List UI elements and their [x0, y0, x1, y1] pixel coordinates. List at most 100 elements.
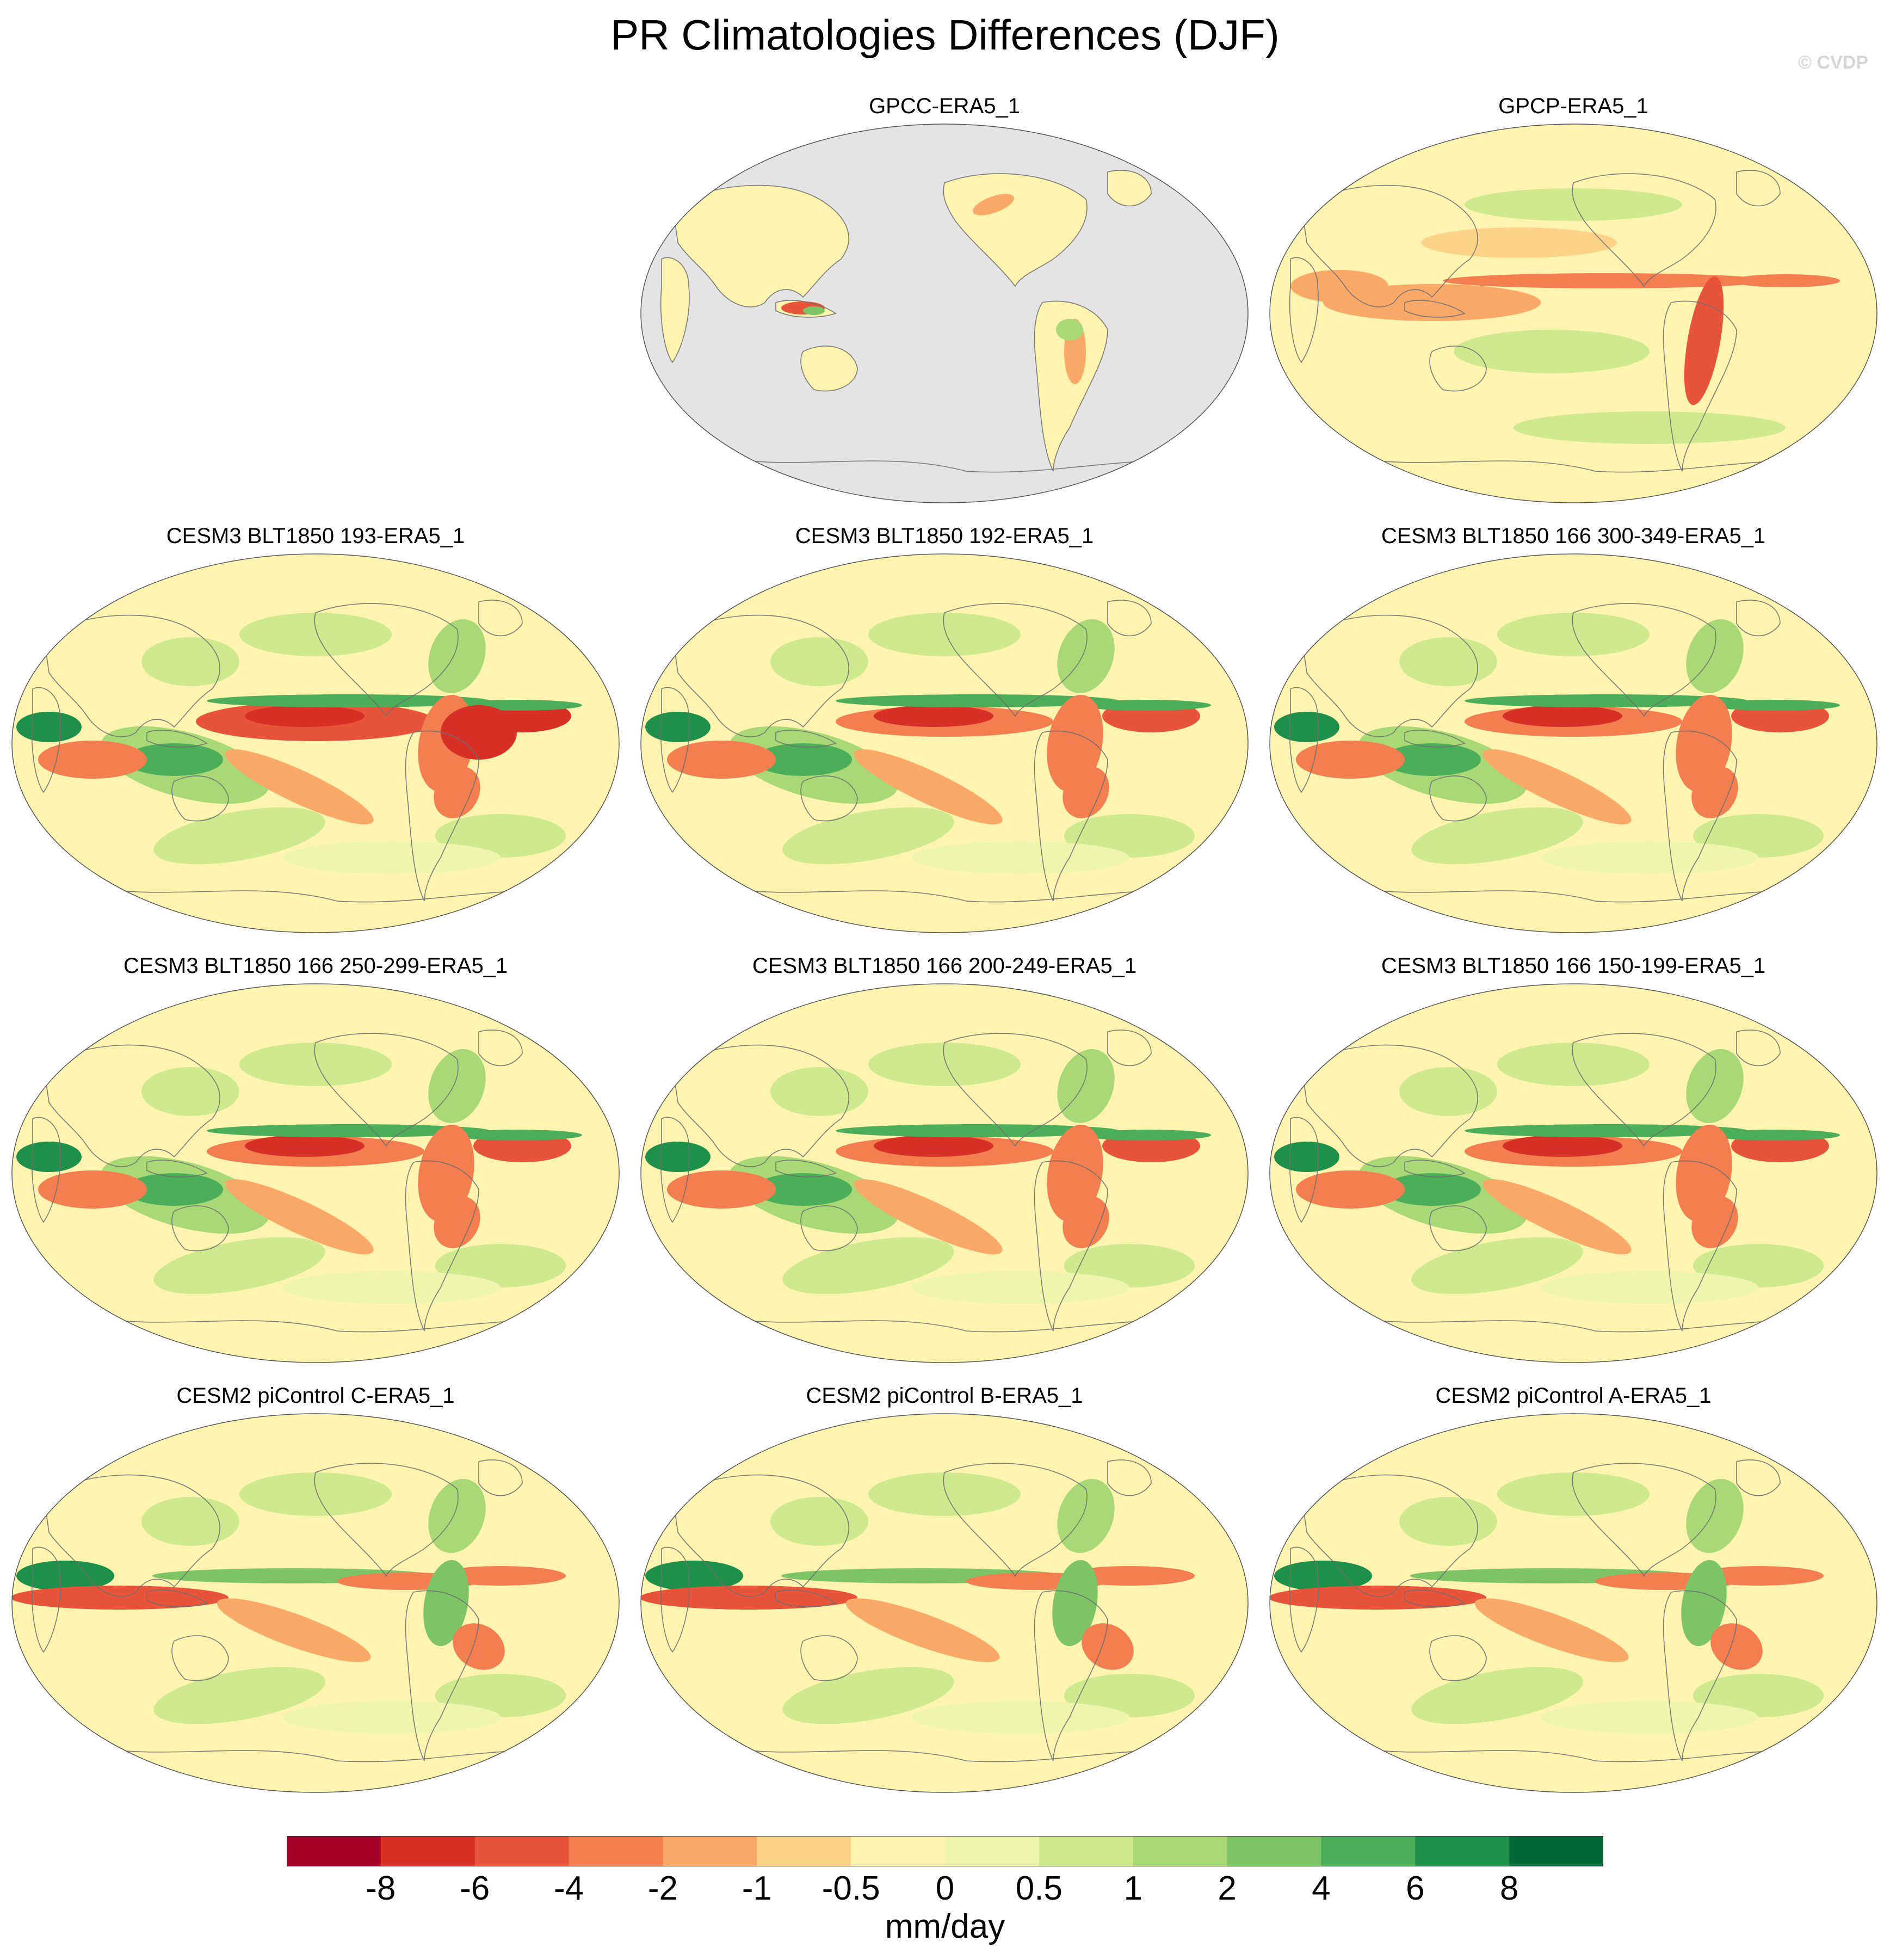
coastline-2	[800, 346, 858, 392]
s-pacific-wet	[153, 1667, 325, 1724]
atlantic-itcz-wet	[1080, 700, 1211, 711]
coastline-5	[1034, 300, 1108, 472]
coastline-7	[721, 457, 1184, 473]
s-pacific-wet	[782, 1237, 954, 1295]
equatorial-dry-core	[874, 1135, 993, 1157]
itcz-wet-band	[1465, 694, 1747, 707]
coastline-4	[1572, 1033, 1716, 1147]
coastline-4	[943, 173, 1088, 287]
colorbar-swatch	[474, 1836, 570, 1866]
coastline-3	[1404, 300, 1466, 318]
south-atlantic-dry	[1082, 1623, 1134, 1670]
atlantic-dry	[1693, 1566, 1824, 1586]
colorbar-tick-label: -2	[647, 1870, 678, 1907]
colorbar-tick-label: -8	[366, 1870, 396, 1907]
colorbar-tick-label: 1	[1123, 1870, 1142, 1907]
n-atlantic-wet	[1057, 619, 1115, 693]
equatorial-dry-core	[1503, 1135, 1622, 1157]
equatorial-dry-core	[245, 705, 365, 727]
coastline-0	[1301, 614, 1478, 737]
map-projection	[1269, 124, 1877, 503]
coastline-2	[800, 775, 858, 822]
n-pacific-wet	[1497, 1472, 1650, 1516]
colorbar-swatch	[1509, 1836, 1603, 1866]
map-projection	[640, 983, 1249, 1363]
atlantic-itcz-wet	[452, 1130, 582, 1141]
colorbar-frame	[287, 1836, 1603, 1866]
nh-pacific-wet	[141, 637, 239, 686]
nh-pacific-wet	[141, 1067, 239, 1116]
coastline-3	[775, 1589, 837, 1607]
coastline-5	[1034, 1160, 1108, 1332]
colorbar-tick-label: 4	[1312, 1870, 1331, 1907]
maritime-wet	[803, 306, 825, 315]
coastline-0	[1301, 1044, 1478, 1167]
colorbar-swatch	[1227, 1836, 1321, 1866]
south-america-wet	[1052, 1560, 1098, 1647]
coastline-7	[92, 1747, 555, 1762]
coastline-3	[775, 730, 837, 748]
south-atlantic-dry	[1691, 766, 1738, 818]
coastline-6	[478, 1459, 523, 1496]
coastline-4	[1572, 603, 1716, 717]
land-mass-6	[1108, 170, 1151, 206]
coastline-4	[314, 1033, 459, 1147]
itcz-wet-band	[836, 694, 1119, 707]
map-panel: CESM3 BLT1850 166 150-199-ERA5_1	[1263, 952, 1883, 1377]
coastline-1	[31, 687, 61, 793]
s-pacific-wet	[1454, 330, 1650, 373]
coastline-7	[1350, 1747, 1813, 1762]
indian-ocean-wet	[645, 1561, 743, 1591]
colorbar	[287, 1836, 1603, 1866]
n-pacific-wet	[868, 1043, 1021, 1086]
coastline-3	[146, 1160, 208, 1178]
n-atlantic-wet	[1686, 1049, 1744, 1123]
nh-pacific-wet	[770, 637, 868, 686]
indian-ocean-wet	[1274, 1561, 1372, 1591]
coastline-2	[171, 1635, 229, 1681]
itcz-wet-band	[207, 1124, 490, 1137]
coastline-1	[660, 1117, 690, 1223]
coastline-2	[800, 1205, 858, 1252]
southern-ocean-wet	[1541, 1271, 1758, 1304]
s-pacific-wet	[153, 807, 325, 865]
colorbar-units: mm/day	[885, 1908, 1005, 1945]
coastline-4	[943, 1033, 1088, 1147]
colorbar-tick-label: 0.5	[1015, 1870, 1063, 1907]
coastline-6	[1107, 170, 1152, 207]
maritime-wet	[125, 743, 223, 776]
itcz-wet-band	[207, 694, 490, 707]
map-panel: CESM3 BLT1850 166 200-249-ERA5_1	[634, 952, 1255, 1377]
colorbar-tick-label: 2	[1218, 1870, 1237, 1907]
colorbar-swatch	[1133, 1836, 1228, 1866]
colorbar-swatch	[287, 1836, 381, 1866]
nh-pacific-wet	[1399, 1067, 1497, 1116]
coastline-5	[1663, 1590, 1737, 1761]
indian-ocean-dry	[38, 741, 147, 779]
coastline-0	[672, 614, 849, 737]
map-border	[1269, 1413, 1877, 1793]
map-panel: GPCP-ERA5_1	[1263, 93, 1883, 517]
coastline-1	[1289, 1546, 1319, 1653]
map-projection	[640, 124, 1249, 503]
coastline-2	[1429, 346, 1487, 392]
s-pacific-wet	[1411, 1667, 1583, 1724]
amazon-dry	[441, 705, 517, 760]
map-panel: CESM3 BLT1850 193-ERA5_1	[5, 522, 626, 947]
coastline-2	[1429, 1205, 1487, 1252]
figure-title: PR Climatologies Differences (DJF)	[610, 11, 1280, 59]
south-atlantic-dry	[1063, 766, 1109, 818]
map-panel: CESM2 piControl A-ERA5_1	[1263, 1382, 1883, 1807]
indian-ocean-wet	[16, 712, 82, 742]
colorbar-tick-label: 8	[1499, 1870, 1519, 1907]
nh-pacific-wet	[1399, 637, 1497, 686]
indian-ocean-dry	[667, 741, 776, 779]
south-atlantic-dry	[1691, 1196, 1738, 1248]
map-border	[640, 1413, 1249, 1793]
andes-dry	[1684, 276, 1724, 405]
colorbar-swatch	[1321, 1836, 1416, 1866]
coastline-1	[660, 257, 690, 363]
coastline-5	[1663, 730, 1737, 902]
sh-indian-dry	[1270, 1586, 1486, 1610]
n-pacific-wet	[1497, 613, 1650, 656]
